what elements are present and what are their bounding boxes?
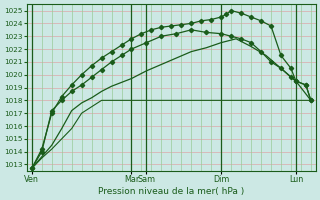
X-axis label: Pression niveau de la mer( hPa ): Pression niveau de la mer( hPa ) bbox=[98, 187, 244, 196]
